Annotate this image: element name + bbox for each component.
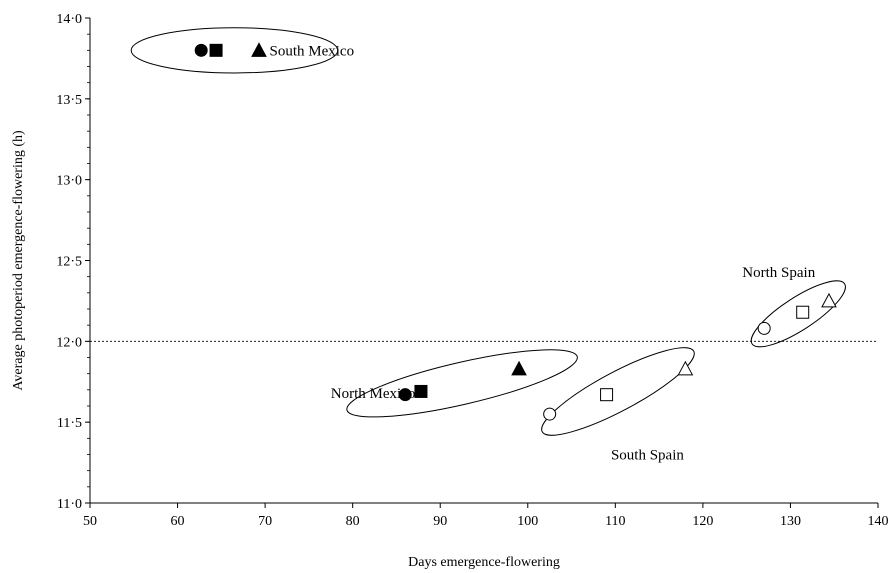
data-points xyxy=(194,42,837,421)
x-tick-label: 140 xyxy=(868,514,889,529)
point-south-spain-circle xyxy=(543,407,557,421)
group-ellipses xyxy=(130,27,846,436)
ellipse-north-spain xyxy=(750,280,846,348)
point-north-mexico-circle xyxy=(398,388,412,402)
point-south-mexico-triangle xyxy=(251,42,267,57)
point-north-spain-circle xyxy=(757,321,771,335)
x-tick-label: 80 xyxy=(346,514,360,529)
ellipse-north-mexico xyxy=(346,349,578,418)
ellipse-south-mexico xyxy=(130,27,339,74)
label-north-spain: North Spain xyxy=(742,265,815,281)
x-tick-label: 100 xyxy=(517,514,538,529)
axes xyxy=(89,18,878,504)
x-tick-label: 110 xyxy=(605,514,625,529)
point-north-mexico-square xyxy=(414,384,428,398)
x-tick-label: 60 xyxy=(171,514,185,529)
point-south-mexico-circle xyxy=(194,43,208,57)
label-south-mexico: South Mexico xyxy=(269,43,354,59)
point-north-spain-square xyxy=(796,305,810,319)
y-tick-label: 12·5 xyxy=(56,255,82,270)
point-south-spain-square xyxy=(600,388,614,402)
x-tick-label: 90 xyxy=(433,514,447,529)
point-south-spain-triangle xyxy=(677,360,694,376)
y-axis-title: Average photoperiod emergence-flowering … xyxy=(11,130,26,391)
point-south-mexico-square xyxy=(209,43,223,57)
x-tick-label: 130 xyxy=(780,514,801,529)
group-labels: South Mexico North Mexico South Spain North… xyxy=(269,43,815,463)
x-tick-label: 70 xyxy=(258,514,272,529)
y-tick-label: 13·5 xyxy=(56,93,82,108)
label-north-mexico: North Mexico xyxy=(331,386,416,402)
y-tick-label: 14·0 xyxy=(56,12,82,27)
point-north-mexico-triangle xyxy=(511,360,527,376)
x-tick-label: 50 xyxy=(83,514,97,529)
y-tick-label: 11·0 xyxy=(57,497,82,512)
x-tick-label: 120 xyxy=(692,514,713,529)
point-north-spain-triangle xyxy=(821,292,837,308)
y-tick-label: 12·0 xyxy=(56,335,82,350)
x-axis-title: Days emergence-flowering xyxy=(408,555,560,570)
ticks: 11·0 11·5 12·0 12·5 13·0 13·5 14·0 50 60 70 80 90 10… xyxy=(56,12,888,529)
y-tick-label: 11·5 xyxy=(57,416,82,431)
ellipse-south-spain xyxy=(541,347,695,436)
y-tick-label: 13·0 xyxy=(56,174,82,189)
label-south-spain: South Spain xyxy=(611,448,684,464)
